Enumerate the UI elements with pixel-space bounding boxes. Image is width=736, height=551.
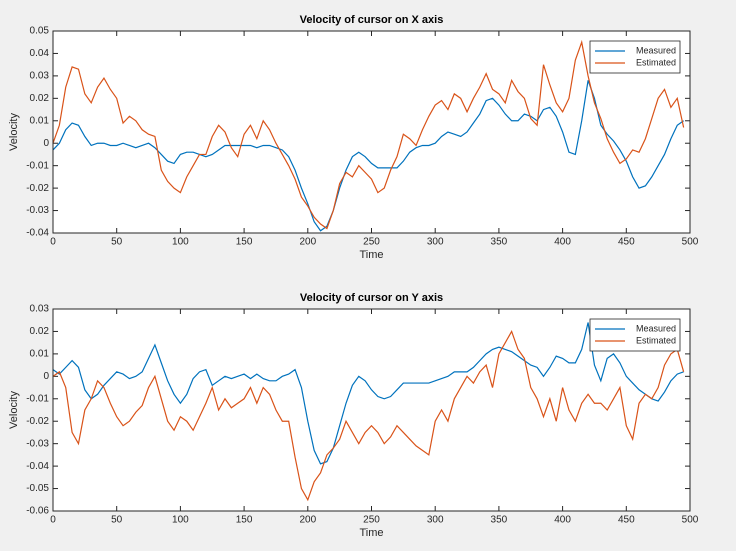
x-tick-label: 400: [554, 515, 571, 526]
x-tick-label: 200: [299, 515, 316, 526]
x-tick-label: 400: [554, 237, 571, 248]
y-tick-label: -0.03: [26, 438, 49, 449]
x-tick-label: 50: [111, 237, 123, 248]
x-tick-label: 350: [491, 515, 508, 526]
legend-label: Measured: [636, 45, 676, 55]
x-tick-label: 500: [682, 515, 699, 526]
x-tick-label: 350: [491, 237, 508, 248]
y-tick-label: -0.06: [26, 506, 49, 517]
x-tick-label: 0: [50, 237, 56, 248]
legend-label: Estimated: [636, 335, 676, 345]
y-tick-label: 0.03: [30, 71, 50, 82]
x-tick-label: 250: [363, 237, 380, 248]
x-tick-label: 500: [682, 237, 699, 248]
legend-box: [589, 40, 681, 74]
y-tick-label: 0.04: [30, 48, 50, 59]
series-line: [52, 39, 685, 230]
legend-label: Measured: [636, 323, 676, 333]
y-tick-label: 0.05: [30, 26, 50, 37]
y-tick-label: -0.04: [26, 461, 49, 472]
plot-area: [53, 31, 690, 233]
legend-label: Estimated: [636, 57, 676, 67]
x-axis-label: Time: [359, 249, 383, 261]
y-tick-label: -0.04: [26, 228, 49, 239]
series-line: [52, 330, 685, 502]
y-tick-label: -0.01: [26, 393, 49, 404]
y-axis-label: Velocity: [8, 391, 20, 429]
x-tick-label: 450: [618, 237, 635, 248]
series-line: [52, 322, 684, 465]
x-tick-label: 50: [111, 515, 123, 526]
y-tick-label: 0: [43, 371, 49, 382]
x-tick-label: 0: [50, 515, 56, 526]
x-tick-label: 100: [172, 237, 189, 248]
y-tick-label: 0.01: [30, 115, 50, 126]
y-tick-label: 0.03: [30, 304, 50, 315]
x-tick-label: 200: [299, 237, 316, 248]
y-tick-label: -0.01: [26, 160, 49, 171]
y-tick-label: 0.02: [30, 93, 50, 104]
x-tick-label: 300: [427, 515, 444, 526]
y-tick-label: -0.03: [26, 205, 49, 216]
x-tick-label: 150: [236, 237, 253, 248]
y-tick-label: 0: [43, 138, 49, 149]
x-tick-label: 300: [427, 237, 444, 248]
y-tick-label: 0.02: [30, 326, 50, 337]
y-tick-label: -0.02: [26, 183, 49, 194]
x-tick-label: 100: [172, 515, 189, 526]
y-tick-label: -0.05: [26, 483, 49, 494]
x-tick-label: 450: [618, 515, 635, 526]
chart-title: Velocity of cursor on X axis: [300, 14, 444, 26]
y-tick-label: 0.01: [30, 349, 50, 360]
axes-box: [52, 30, 691, 234]
x-tick-label: 150: [236, 515, 253, 526]
legend-box: [589, 318, 681, 352]
axes-box: [52, 308, 691, 512]
y-axis-label: Velocity: [8, 113, 20, 151]
chart-title: Velocity of cursor on Y axis: [300, 292, 443, 304]
x-tick-label: 250: [363, 515, 380, 526]
x-axis-label: Time: [359, 527, 383, 539]
y-tick-label: -0.02: [26, 416, 49, 427]
